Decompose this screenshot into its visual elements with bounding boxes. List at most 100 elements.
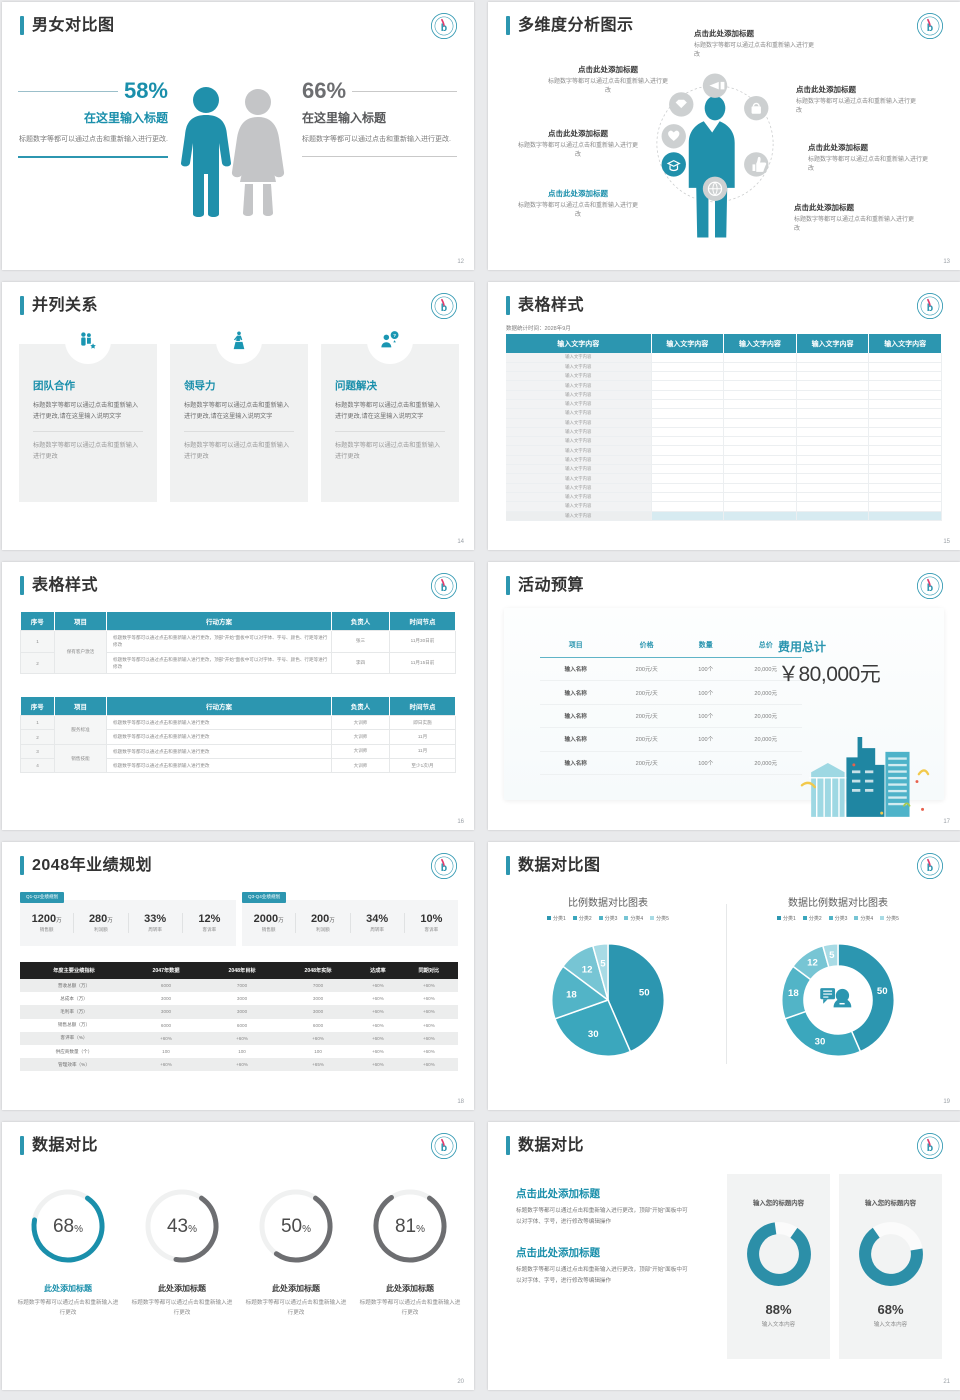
kpi-value: 2000万 xyxy=(253,913,284,925)
table-row[interactable]: 输入文字内容 xyxy=(506,427,942,438)
table-row[interactable]: 1 保有客户激活 标题数字等都可以通过点击和重新输入进行更改，顶部“开始”面板中… xyxy=(20,629,456,675)
table-row[interactable]: 输入文字内容 xyxy=(506,492,942,503)
diagram-label-right-3[interactable]: 点击此处添加标题 标题数字等都可以通过点击和重新输入进行更改 xyxy=(794,202,918,235)
kpi-item: 34% 周转率 xyxy=(351,913,405,933)
table-row[interactable]: 销售总额（万） 6000 6000 6000 +60% +60% xyxy=(20,1019,458,1032)
action-plan-table-2[interactable]: 序号 项目 行动方案 负责人 时间节点 1 服务标准 标题数字等都可以通过点击和… xyxy=(20,697,456,774)
feature-card[interactable]: 领导力 标题数字等都可以通过点击和重新输入进行更改,请在这里输入说明文字 标题数… xyxy=(170,318,308,502)
table-row[interactable]: 1 服务标准 标题数字等都可以通过点击和重新输入进行更改 大训师 即日实施 xyxy=(20,714,456,745)
diagram-label-right-2[interactable]: 点击此处添加标题 标题数字等都可以通过点击和重新输入进行更改 xyxy=(808,142,932,175)
column-header: 输入文字内容 xyxy=(506,334,652,353)
legend-item: 分类1 xyxy=(777,915,796,922)
table-row[interactable]: 输入文字内容 xyxy=(506,473,942,484)
slide-13[interactable]: 多维度分析图示 b xyxy=(488,2,960,270)
cell-value xyxy=(796,390,870,401)
slide-15[interactable]: 表格样式 b 数据统计时间：2028年9月 输入文字内容 输入文字内容 输入文字… xyxy=(488,282,960,550)
donut-card[interactable]: 输入您的标题内容 68% 输入文本内容 xyxy=(839,1174,942,1359)
kpi-value: 200万 xyxy=(310,913,335,925)
table-row[interactable]: 输入文字内容 xyxy=(506,399,942,410)
progress-ring-item[interactable]: 50% 此处添加标题 标题数字等都可以通过点击和重新输入进行更改 xyxy=(244,1184,348,1318)
table-header-row: 输入文字内容 输入文字内容 输入文字内容 输入文字内容 输入文字内容 xyxy=(506,334,942,353)
table-row[interactable]: 输入文字内容 xyxy=(506,380,942,391)
diagram-label-top[interactable]: 点击此处添加标题 标题数字等都可以通过点击和重新输入进行更改 xyxy=(694,28,814,61)
diagram-label-left-3[interactable]: 点击此处添加标题 标题数字等都可以通过点击和重新输入进行更改 xyxy=(516,188,640,221)
ring-unit: % xyxy=(302,1224,311,1235)
table-row[interactable]: 输入文字内容 xyxy=(506,511,942,521)
table-row[interactable]: 输入文字内容 xyxy=(506,501,942,512)
progress-ring-item[interactable]: 68% 此处添加标题 标题数字等都可以通过点击和重新输入进行更改 xyxy=(16,1184,120,1318)
cell-value: +60% xyxy=(356,979,400,993)
table-row[interactable]: 输入名称 200元/天 100个 20,000元 xyxy=(540,680,802,705)
table-row[interactable]: 3 销售技能 标题数字等都可以通过点击和重新输入进行更改 大训师 11月 xyxy=(20,743,456,774)
cell-metric-label: 总成本（万） xyxy=(60,995,88,1001)
table-row[interactable]: 毛利率（万） 3000 3000 3000 +60% +60% xyxy=(20,1005,458,1019)
slide-12[interactable]: 男女对比图 b 58% 在这里输入标题 标题数字等都可以通过点击和重新输入进行更… xyxy=(2,2,474,270)
page-title: 多维度分析图示 xyxy=(518,16,634,34)
table-row[interactable]: 总成本（万） 3000 3000 3000 +60% +60% xyxy=(20,992,458,1005)
table-row[interactable]: 2 标题数字等都可以通过点击和重新输入进行更改 大训师 11月 xyxy=(20,729,456,745)
table-row[interactable]: 营收总额（万） 6000 7000 7000 +60% +60% xyxy=(20,979,458,993)
title-accent-bar xyxy=(506,576,510,595)
table-row[interactable]: 客评率（%） +60% +60% +60% +60% +60% xyxy=(20,1031,458,1045)
pie-slice-value: 30 xyxy=(815,1036,826,1047)
label-desc: 标题数字等都可以通过点击和重新输入进行更改 xyxy=(796,98,917,115)
table-row[interactable]: 2 标题数字等都可以通过点击和重新输入进行更改，顶部“开始”面板中可以对字体、字… xyxy=(20,651,456,675)
budget-table[interactable]: 项目 价格 数量 总价 输入名称 200元/天 100个 20,000元 输入名称 200… xyxy=(540,640,802,775)
diagram-label-left-1[interactable]: 点击此处添加标题 标题数字等都可以通过点击和重新输入进行更改 xyxy=(546,64,670,97)
label-desc: 标题数字等都可以通过点击和重新输入进行更改 xyxy=(517,142,638,159)
slide-16[interactable]: 表格样式 b 序号 项目 行动方案 负责人 时间节点 1 保有客户激活 标题数字… xyxy=(2,562,474,830)
cell-index: 3 xyxy=(20,743,55,760)
legend-swatch xyxy=(828,916,833,920)
table-header-row: 项目 价格 数量 总价 xyxy=(540,640,802,658)
table-row[interactable]: 管理效率（%） +60% +60% +65% +60% +60% xyxy=(20,1058,458,1072)
slide-18[interactable]: 2048年业绩规划 b Q1-Q2业绩规划 1200万 销售额 280万 利润额 33%… xyxy=(2,842,474,1110)
cell-label: 输入文字内容 xyxy=(506,436,652,447)
slide-21[interactable]: 数据对比 b 点击此处添加标题 标题数字等都可以通过点击和重新输入进行更改，顶部… xyxy=(488,1122,960,1390)
page-title: 数据对比 xyxy=(32,1136,99,1154)
diagram-label-left-2[interactable]: 点击此处添加标题 标题数字等都可以通过点击和重新输入进行更改 xyxy=(516,128,640,161)
donut-card[interactable]: 输入您的标题内容 88% 输入文本内容 xyxy=(727,1174,830,1359)
table-row[interactable]: 输入名称 200元/天 100个 20,000元 xyxy=(540,657,802,682)
donut-chart-block[interactable]: 数据比例数据对比图表 分类1 分类2 分类3 分类4 分类5 50 30 18 12 5 xyxy=(732,894,944,1074)
table-row[interactable]: 输入文字内容 xyxy=(506,418,942,428)
table-row[interactable]: 输入名称 200元/天 100个 20,000元 xyxy=(540,727,802,752)
table-row[interactable]: 输入文字内容 xyxy=(506,483,942,493)
slide-19[interactable]: 数据对比图 b 比例数据对比图表 分类1 分类2 分类3 分类4 分类5 50 30 18 1… xyxy=(488,842,960,1110)
table-row[interactable]: 输入文字内容 xyxy=(506,464,942,475)
progress-ring-icon: 50% xyxy=(259,1189,333,1263)
cell-plan: 标题数字等都可以通过点击和重新输入进行更改，顶部“开始”面板中可以对字体、字号、… xyxy=(106,651,332,675)
pie-chart-block[interactable]: 比例数据对比图表 分类1 分类2 分类3 分类4 分类5 50 30 18 12 5 xyxy=(502,894,714,1074)
table-row[interactable]: 输入文字内容 xyxy=(506,408,942,419)
ring-title: 此处添加标题 xyxy=(272,1284,320,1293)
slide-17[interactable]: 活动预算 b 项目 价格 数量 总价 输入名称 200元/天 100个 20,000元… xyxy=(488,562,960,830)
action-plan-table-1[interactable]: 序号 项目 行动方案 负责人 时间节点 1 保有客户激活 标题数字等都可以通过点… xyxy=(20,612,456,675)
table-row[interactable]: 输入文字内容 xyxy=(506,436,942,447)
title-accent-bar xyxy=(20,576,24,595)
feature-card[interactable]: ? 问题解决 标题数字等都可以通过点击和重新输入进行更改,请在这里输入说明文字 … xyxy=(321,318,459,502)
table-row[interactable]: 输入文字内容 xyxy=(506,445,942,456)
feature-card[interactable]: 团队合作 标题数字等都可以通过点击和重新输入进行更改,请在这里输入说明文字 标题… xyxy=(19,318,157,502)
table-row[interactable]: 输入文字内容 xyxy=(506,362,942,373)
diagram-label-right-1[interactable]: 点击此处添加标题 标题数字等都可以通过点击和重新输入进行更改 xyxy=(796,84,920,117)
slide-14[interactable]: 并列关系 b 团队合作 标题数字等都可以通过点击和重新输入进行更改,请在这里输入… xyxy=(2,282,474,550)
progress-ring-item[interactable]: 43% 此处添加标题 标题数字等都可以通过点击和重新输入进行更改 xyxy=(130,1184,234,1318)
slide-20[interactable]: 数据对比 b 68% 此处添加标题 标题数字等都可以通过点击和重新输入进行更改 43%… xyxy=(2,1122,474,1390)
table-row[interactable]: 4 标题数字等都可以通过点击和重新输入进行更改 大训师 至少1次/月 xyxy=(20,758,456,774)
table-row[interactable]: 输入名称 200元/天 100个 20,000元 xyxy=(540,704,802,729)
table-row[interactable]: 输入文字内容 xyxy=(506,390,942,401)
cell-value: 100 xyxy=(314,1049,322,1055)
cell-value xyxy=(723,511,797,521)
cell-date: 11月 xyxy=(389,729,456,745)
cell-label: 输入文字内容 xyxy=(506,464,652,475)
table-row[interactable]: 输入文字内容 xyxy=(506,371,942,382)
cell-value xyxy=(868,390,942,401)
table-row[interactable]: 输入文字内容 xyxy=(506,353,942,363)
table-row[interactable]: 供应商数量（个） 100 100 100 +60% +60% xyxy=(20,1045,458,1058)
data-table[interactable]: 输入文字内容 输入文字内容 输入文字内容 输入文字内容 输入文字内容 输入文字内… xyxy=(506,334,942,521)
table-row[interactable]: 输入名称 200元/天 100个 20,000元 xyxy=(540,751,802,775)
table-row[interactable]: 输入文字内容 xyxy=(506,455,942,466)
performance-table[interactable]: 年度主要业绩指标 2047年数据 2048年目标 2048年实际 达成率 同期对比 营收总… xyxy=(20,962,458,1072)
pie-chart-svg: 50 30 18 12 5 xyxy=(551,943,665,1057)
progress-ring-item[interactable]: 81% 此处添加标题 标题数字等都可以通过点击和重新输入进行更改 xyxy=(358,1184,462,1318)
kpi-group-badge: Q1-Q2业绩规划 xyxy=(20,892,65,903)
